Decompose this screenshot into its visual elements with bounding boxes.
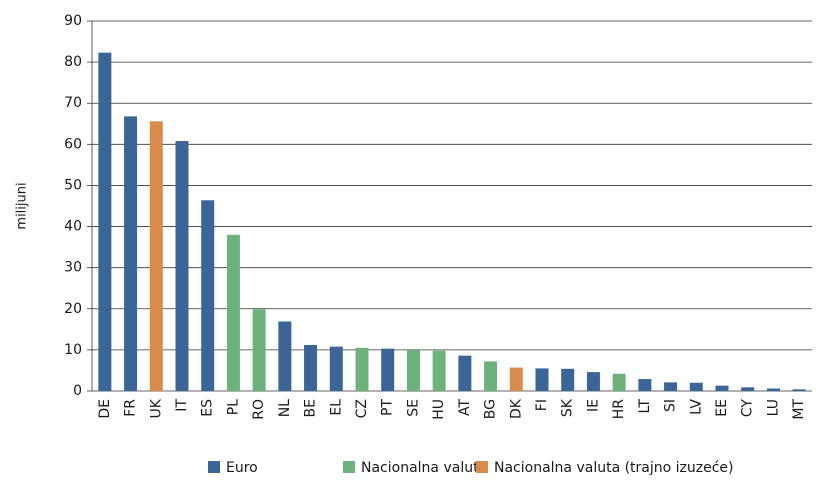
bar <box>381 348 395 391</box>
y-tick-label: 30 <box>64 260 82 276</box>
x-tick-label: ES <box>200 399 216 417</box>
bar <box>175 141 189 391</box>
x-tick-label: SE <box>405 399 421 417</box>
bar <box>638 379 652 391</box>
y-tick-label: 80 <box>64 54 82 70</box>
bar <box>792 389 806 391</box>
y-tick-label: 70 <box>64 95 82 111</box>
y-tick-label: 50 <box>64 177 82 193</box>
legend-label: Nacionalna valuta <box>361 460 487 476</box>
bar <box>664 382 678 391</box>
legend-swatch <box>343 461 355 473</box>
bar <box>149 121 163 392</box>
bar <box>535 368 549 391</box>
bar <box>458 355 472 391</box>
y-tick-label: 0 <box>73 383 82 399</box>
bar <box>715 385 729 391</box>
x-tick-label: BG <box>483 399 499 419</box>
bar <box>689 382 703 391</box>
bar <box>741 387 755 391</box>
bar <box>432 350 446 391</box>
legend-swatch <box>208 461 220 473</box>
bar <box>329 346 343 391</box>
x-tick-label: EE <box>714 399 730 417</box>
y-tick-label: 90 <box>64 13 82 29</box>
x-tick-label: CY <box>740 399 756 418</box>
x-tick-label: HU <box>431 399 447 420</box>
bar <box>201 200 215 391</box>
bar <box>124 116 138 391</box>
legend-swatch <box>476 461 488 473</box>
bar <box>304 344 318 391</box>
x-tick-label: MT <box>791 399 807 420</box>
x-tick-label: DE <box>97 399 113 419</box>
bar <box>278 321 292 391</box>
bar <box>766 388 780 391</box>
bar <box>561 368 575 391</box>
bar <box>612 373 626 391</box>
x-tick-label: FR <box>123 399 139 417</box>
x-tick-label: PL <box>225 399 241 415</box>
x-tick-label: IE <box>585 399 601 412</box>
x-tick-label: EL <box>328 399 344 416</box>
x-tick-label: SK <box>560 398 576 417</box>
legend-label: Nacionalna valuta (trajno izuzeće) <box>494 460 734 476</box>
x-tick-label: SI <box>663 399 679 412</box>
x-tick-label: FI <box>534 399 550 411</box>
bar <box>226 234 240 391</box>
x-tick-label: IT <box>174 399 190 412</box>
y-tick-label: 60 <box>64 136 82 152</box>
x-tick-label: PT <box>380 399 396 416</box>
x-tick-label: CZ <box>354 399 370 418</box>
bar <box>509 367 523 391</box>
bar <box>98 52 112 392</box>
x-tick-label: DK <box>508 398 524 419</box>
x-tick-label: AT <box>457 399 473 416</box>
x-tick-label: LT <box>637 399 653 414</box>
bar <box>406 350 420 391</box>
x-tick-label: NL <box>277 399 293 417</box>
x-tick-label: LU <box>765 399 781 416</box>
y-axis-label: milijuni <box>15 182 30 229</box>
bar <box>484 361 498 391</box>
x-tick-label: UK <box>148 398 164 418</box>
y-tick-label: 10 <box>64 342 82 358</box>
bar <box>252 309 266 391</box>
x-tick-label: BE <box>303 399 319 417</box>
x-tick-label: LV <box>688 399 704 415</box>
y-tick-label: 20 <box>64 301 82 317</box>
bar <box>586 372 600 391</box>
x-tick-label: HR <box>611 399 627 420</box>
bar <box>355 347 369 391</box>
legend-label: Euro <box>226 460 258 476</box>
y-tick-label: 40 <box>64 219 82 235</box>
x-tick-label: RO <box>251 399 267 420</box>
